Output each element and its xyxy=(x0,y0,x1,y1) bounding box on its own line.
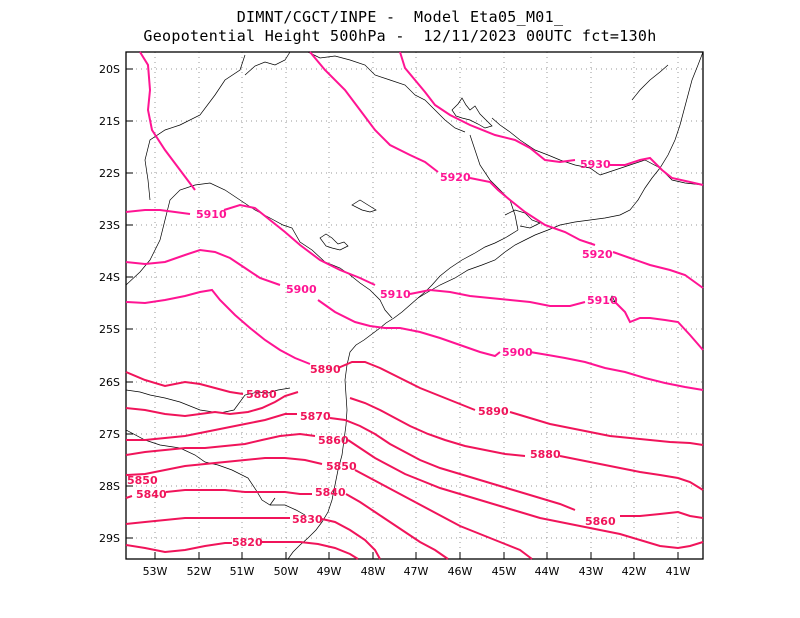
latitude-labels: 20S 21S 22S 23S 24S 25S 26S 27S 28S 29S xyxy=(99,63,120,545)
contour-5870 xyxy=(126,413,297,441)
lon-label: 44W xyxy=(535,565,560,578)
contour-5820 xyxy=(125,542,232,554)
contour-5920 xyxy=(469,177,596,246)
lon-label: 48W xyxy=(361,565,386,578)
contour-5910 xyxy=(125,209,191,215)
contour-5910 xyxy=(614,301,704,351)
contour-label-5880: 5880 xyxy=(530,448,561,461)
contour-5830 xyxy=(321,518,381,560)
contour-label-5870: 5870 xyxy=(300,410,331,423)
contour-label-5890: 5890 xyxy=(478,405,509,418)
lon-label: 42W xyxy=(622,565,647,578)
lat-label: 23S xyxy=(99,219,120,232)
lon-label: 46W xyxy=(448,565,473,578)
lon-label: 52W xyxy=(187,565,212,578)
contour-label-5920: 5920 xyxy=(582,248,613,261)
contour-5850 xyxy=(125,457,323,476)
contour-5900 xyxy=(125,288,311,365)
contour-5930 xyxy=(610,156,704,186)
contour-5890 xyxy=(125,371,244,395)
lat-label: 20S xyxy=(99,63,120,76)
contour-label-5920: 5920 xyxy=(440,171,471,184)
contour-label-5850: 5850 xyxy=(326,460,357,473)
lon-label: 53W xyxy=(143,565,168,578)
lon-label: 41W xyxy=(666,565,691,578)
contour-label-5860: 5860 xyxy=(585,515,616,528)
coastline-and-borders xyxy=(125,51,704,560)
contour-5920 xyxy=(309,51,439,173)
contour-5920 xyxy=(139,51,196,191)
contour-5880 xyxy=(125,391,299,418)
longitude-labels: 53W 52W 51W 50W 49W 48W 47W 46W 45W 44W … xyxy=(143,565,691,578)
lat-label: 22S xyxy=(99,167,120,180)
lon-label: 45W xyxy=(492,565,517,578)
contour-5840 xyxy=(165,489,312,495)
contour-5850 xyxy=(354,469,533,560)
lon-label: 51W xyxy=(230,565,255,578)
lon-label: 43W xyxy=(579,565,604,578)
lat-label: 29S xyxy=(99,532,120,545)
contour-label-5860: 5860 xyxy=(318,434,349,447)
contour-labels: 5930 5920 5920 5910 5910 5910 5900 5900 … xyxy=(127,158,618,549)
contour-5830 xyxy=(125,517,290,525)
lon-label: 50W xyxy=(274,565,299,578)
contour-5870 xyxy=(329,417,576,511)
lat-label: 28S xyxy=(99,480,120,493)
contour-5880 xyxy=(349,397,526,457)
contour-label-5880: 5880 xyxy=(246,388,277,401)
contour-5900 xyxy=(529,351,704,391)
contour-5910 xyxy=(409,288,586,307)
contour-5820 xyxy=(262,541,359,560)
contour-label-5900: 5900 xyxy=(286,283,317,296)
contour-5880 xyxy=(559,455,704,491)
map-subtitle: Geopotential Height 500hPa - 12/11/2023 … xyxy=(143,27,657,45)
contour-5900 xyxy=(317,299,501,358)
lat-label: 27S xyxy=(99,428,120,441)
lat-label: 21S xyxy=(99,115,120,128)
lon-label: 47W xyxy=(404,565,429,578)
contour-5890 xyxy=(337,361,476,411)
lon-label: 49W xyxy=(317,565,342,578)
contour-5910 xyxy=(223,203,376,286)
plot-frame xyxy=(125,51,704,560)
contour-label-5830: 5830 xyxy=(292,513,323,526)
contour-label-5900: 5900 xyxy=(502,346,533,359)
contour-5900 xyxy=(125,248,281,286)
contour-label-5820: 5820 xyxy=(232,536,263,549)
contour-label-5910: 5910 xyxy=(587,294,618,307)
height-contours xyxy=(125,51,704,560)
map-title: DIMNT/CGCT/INPE - Model Eta05_M01_ xyxy=(236,8,564,26)
contour-label-5930: 5930 xyxy=(580,158,611,171)
contour-5870 xyxy=(620,510,704,519)
contour-label-5840: 5840 xyxy=(315,486,346,499)
contour-label-5890: 5890 xyxy=(310,363,341,376)
contour-5930 xyxy=(399,51,576,164)
lat-label: 26S xyxy=(99,376,120,389)
lat-label: 25S xyxy=(99,323,120,336)
contour-5840 xyxy=(345,493,449,560)
axis-ticks xyxy=(126,68,679,559)
contour-label-5850: 5850 xyxy=(127,474,158,487)
contour-label-5910: 5910 xyxy=(380,288,411,301)
contour-label-5910: 5910 xyxy=(196,208,227,221)
lat-label: 24S xyxy=(99,271,120,284)
contour-label-5840: 5840 xyxy=(136,488,167,501)
contour-5840 xyxy=(125,495,133,499)
contour-5860 xyxy=(125,432,316,456)
contour-5920 xyxy=(612,251,704,289)
contour-5890 xyxy=(509,411,704,446)
contour-5860 xyxy=(347,439,704,550)
